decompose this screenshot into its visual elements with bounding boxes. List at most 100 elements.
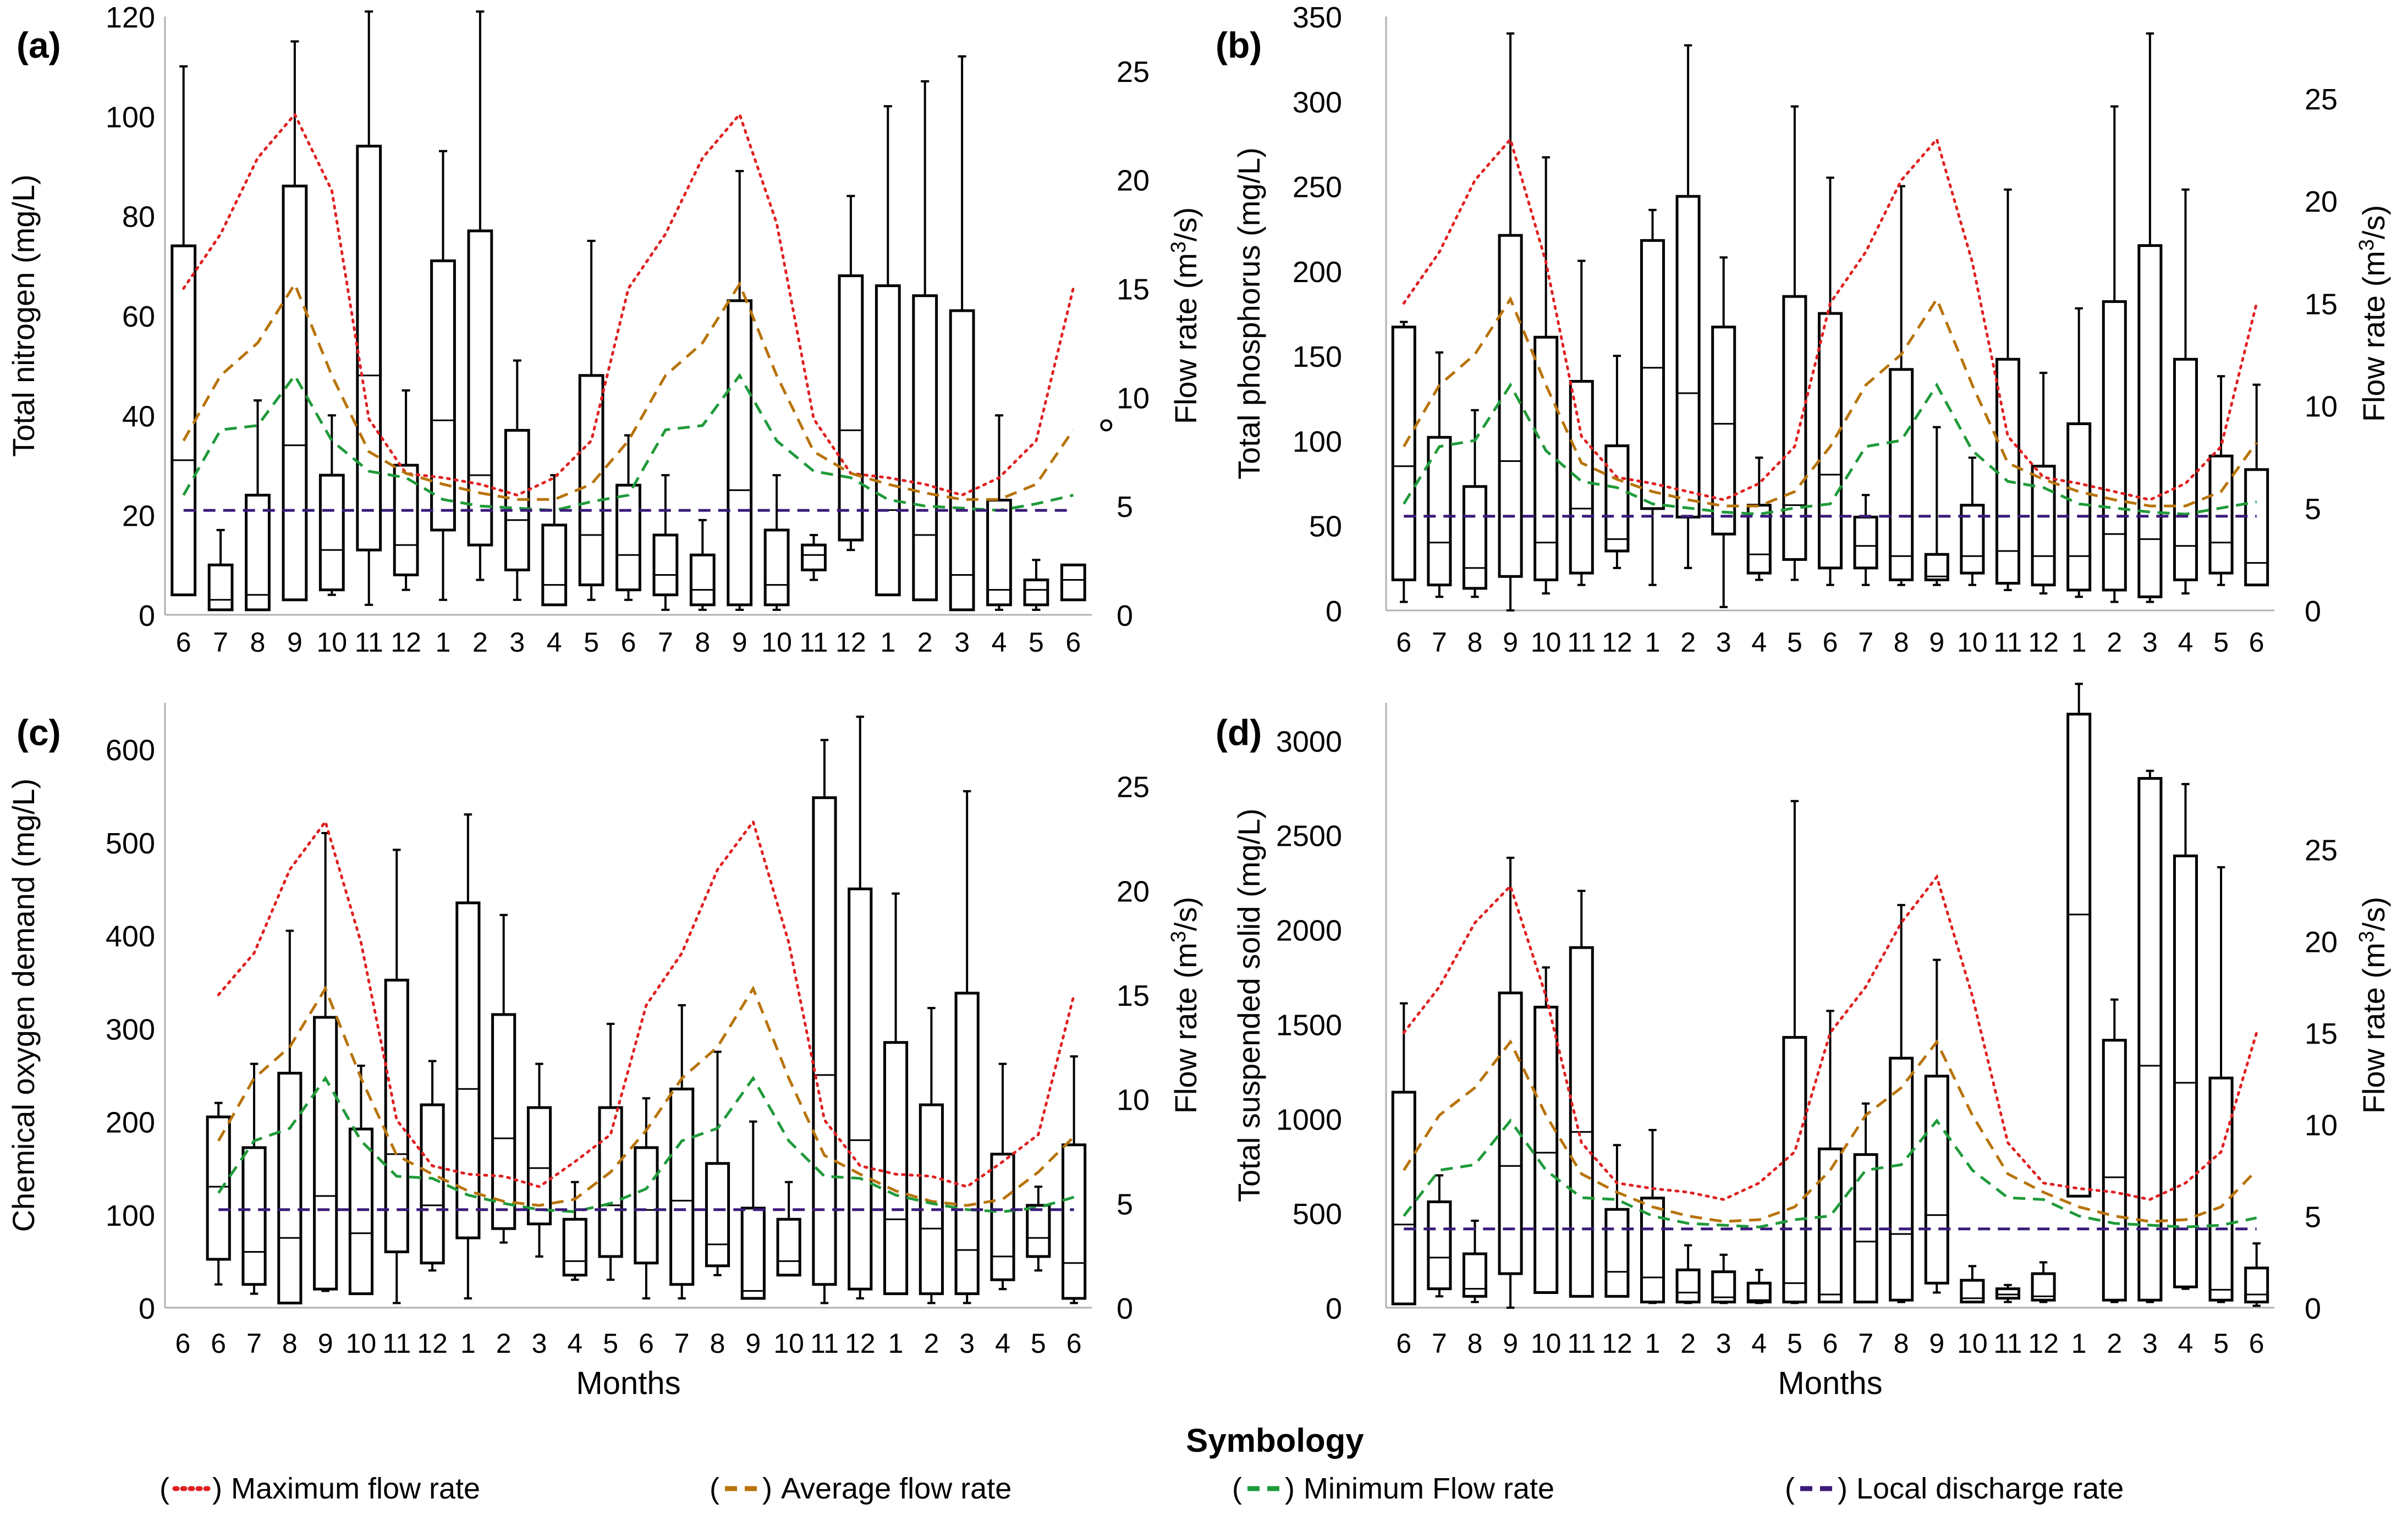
box-iqr xyxy=(848,887,873,1291)
month-tick-label: 10 xyxy=(761,627,792,658)
y2-tick-label: 20 xyxy=(1117,164,1150,197)
box-25 xyxy=(1062,1055,1087,1304)
y-tick-label: 200 xyxy=(106,1106,155,1139)
month-tick-label: 2 xyxy=(1680,1328,1696,1359)
month-tick-label: 10 xyxy=(346,1328,377,1359)
box-iqr xyxy=(245,493,271,611)
month-tick-label: 4 xyxy=(992,627,1007,658)
y2-axis-label-sup: 3 xyxy=(2355,931,2378,943)
box-11 xyxy=(562,1181,587,1281)
box-11 xyxy=(578,240,604,601)
box-7 xyxy=(1640,208,1665,586)
box-iqr xyxy=(875,284,901,597)
box-iqr xyxy=(838,274,864,542)
month-tick-label: 5 xyxy=(2213,627,2229,658)
flow-line-max xyxy=(1402,136,2258,502)
y2-axis-label: Flow rate (m3/s) xyxy=(2355,897,2391,1114)
box-20 xyxy=(2102,998,2127,1303)
box-iqr xyxy=(491,1013,516,1230)
flow-line-avg xyxy=(1403,296,2258,508)
y2-tick-label: 10 xyxy=(2305,1109,2338,1142)
y2-axis-label-main: Flow rate (m xyxy=(1168,943,1203,1114)
box-iqr xyxy=(241,1146,267,1286)
y-tick-label: 20 xyxy=(122,500,155,533)
flow-line-min xyxy=(217,1076,1075,1214)
box-20 xyxy=(2102,105,2127,603)
month-tick-label: 12 xyxy=(2028,627,2059,658)
month-tick-label: 12 xyxy=(417,1328,448,1359)
legend-close-paren: ) xyxy=(1285,1472,1295,1505)
panel-label: (b) xyxy=(1216,25,1262,65)
legend-close-paren: ) xyxy=(1838,1472,1848,1505)
y-tick-label: 3000 xyxy=(1276,725,1342,758)
month-tick-label: 2 xyxy=(923,1328,939,1359)
month-tick-label: 4 xyxy=(1751,1328,1767,1359)
y2-tick-label: 0 xyxy=(1117,1292,1133,1325)
month-tick-label: 8 xyxy=(1894,627,1909,658)
month-tick-label: 11 xyxy=(800,627,828,658)
box-7 xyxy=(420,1060,445,1272)
box-iqr xyxy=(2137,244,2163,598)
month-tick-label: 9 xyxy=(287,627,303,658)
box-iqr xyxy=(763,528,790,607)
y-tick-label: 1000 xyxy=(1276,1103,1342,1136)
box-2 xyxy=(1462,409,1488,598)
month-tick-label: 2 xyxy=(472,627,488,658)
box-iqr xyxy=(1817,312,1843,570)
month-tick-label: 12 xyxy=(391,627,421,658)
box-iqr xyxy=(615,483,641,592)
month-tick-label: 8 xyxy=(1467,627,1483,658)
box-iqr xyxy=(467,229,493,547)
box-13 xyxy=(652,474,679,611)
month-tick-label: 1 xyxy=(880,627,895,658)
box-6 xyxy=(393,389,419,591)
box-9 xyxy=(1711,1253,1736,1304)
month-tick-label: 11 xyxy=(1994,1328,2022,1359)
month-tick-label: 6 xyxy=(1396,627,1411,658)
y2-tick-label: 20 xyxy=(2305,925,2338,958)
month-tick-label: 3 xyxy=(2142,1328,2158,1359)
box-iqr xyxy=(455,901,481,1239)
month-tick-label: 11 xyxy=(1567,627,1596,658)
month-tick-label: 2 xyxy=(1680,627,1696,658)
box-8 xyxy=(1675,44,1701,569)
month-tick-label: 10 xyxy=(1957,627,1988,658)
box-iqr xyxy=(1924,1075,1949,1285)
box-iqr xyxy=(1023,579,1049,607)
box-15 xyxy=(1924,426,1949,586)
box-iqr xyxy=(2102,300,2127,592)
box-iqr xyxy=(801,543,827,571)
box-iqr xyxy=(2102,1039,2127,1302)
box-18 xyxy=(838,195,864,552)
y-tick-label: 1500 xyxy=(1276,1009,1342,1042)
box-15 xyxy=(1924,958,1949,1294)
y2-axis-label-sup: 3 xyxy=(2355,239,2378,251)
month-tick-label: 3 xyxy=(959,1328,975,1359)
box-iqr xyxy=(1782,1035,1807,1304)
legend-entry-1: () Average flow rate xyxy=(710,1472,1011,1505)
y2-tick-label: 25 xyxy=(1117,771,1150,804)
month-tick-label: 6 xyxy=(639,1328,654,1359)
box-17 xyxy=(801,533,827,581)
box-iqr xyxy=(504,429,530,571)
flow-line-avg xyxy=(217,985,1075,1207)
y2-tick-label: 15 xyxy=(1117,273,1150,306)
box-iqr xyxy=(912,294,938,602)
month-tick-label: 11 xyxy=(355,627,383,658)
month-tick-label: 4 xyxy=(567,1328,582,1359)
month-tick-label: 6 xyxy=(1065,627,1081,658)
panel-label: (a) xyxy=(17,25,61,65)
month-tick-label: 3 xyxy=(954,627,970,658)
box-16 xyxy=(1960,456,1985,586)
y2-axis-label-main: Flow rate (m xyxy=(2356,251,2391,422)
box-24 xyxy=(1026,1186,1051,1272)
month-tick-label: 3 xyxy=(509,627,525,658)
month-tick-label: 12 xyxy=(845,1328,876,1359)
month-tick-label: 4 xyxy=(1751,627,1767,658)
box-14 xyxy=(669,1004,695,1300)
box-13 xyxy=(1853,1102,1878,1304)
box-iqr xyxy=(578,374,604,587)
month-tick-label: 6 xyxy=(1823,627,1838,658)
box-5 xyxy=(1569,260,1594,586)
y2-axis-label: Flow rate (m3/s) xyxy=(1167,207,1203,425)
